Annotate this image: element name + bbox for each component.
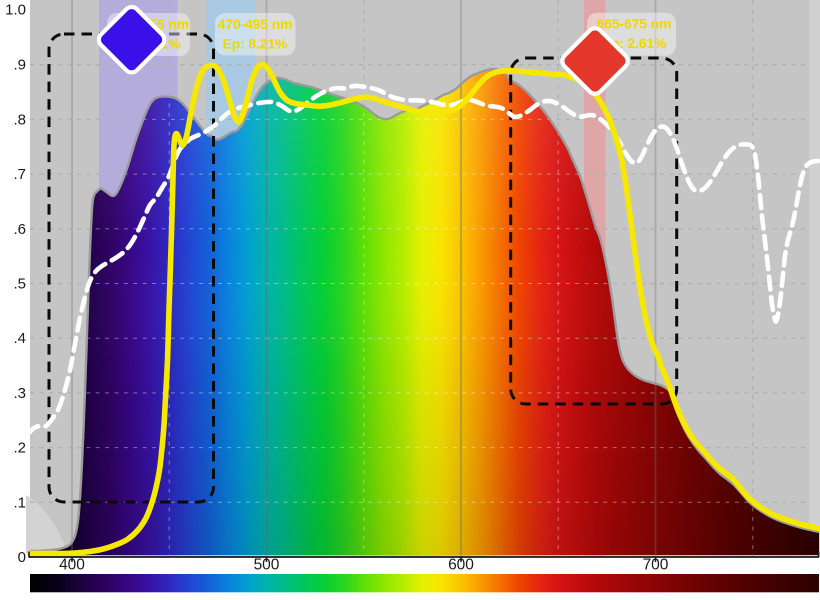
svg-text:.1: .1 — [13, 494, 26, 511]
svg-text:470-495 nm: 470-495 nm — [218, 16, 293, 32]
svg-text:0: 0 — [18, 549, 26, 566]
svg-text:600: 600 — [448, 557, 474, 574]
svg-text:Ep: 8.21%: Ep: 8.21% — [223, 36, 288, 52]
svg-text:700: 700 — [643, 557, 669, 574]
svg-text:.8: .8 — [13, 111, 26, 128]
svg-text:1.0: 1.0 — [5, 2, 26, 19]
svg-text:.9: .9 — [13, 57, 26, 74]
svg-text:.3: .3 — [13, 385, 26, 402]
svg-text:.5: .5 — [13, 276, 26, 293]
svg-text:665-675 nm: 665-675 nm — [597, 16, 672, 32]
svg-text:400: 400 — [59, 557, 85, 574]
svg-text:500: 500 — [254, 557, 280, 574]
svg-text:.4: .4 — [13, 330, 26, 347]
svg-text:.7: .7 — [13, 166, 26, 183]
svg-text:.2: .2 — [13, 440, 26, 457]
svg-text:.6: .6 — [13, 221, 26, 238]
